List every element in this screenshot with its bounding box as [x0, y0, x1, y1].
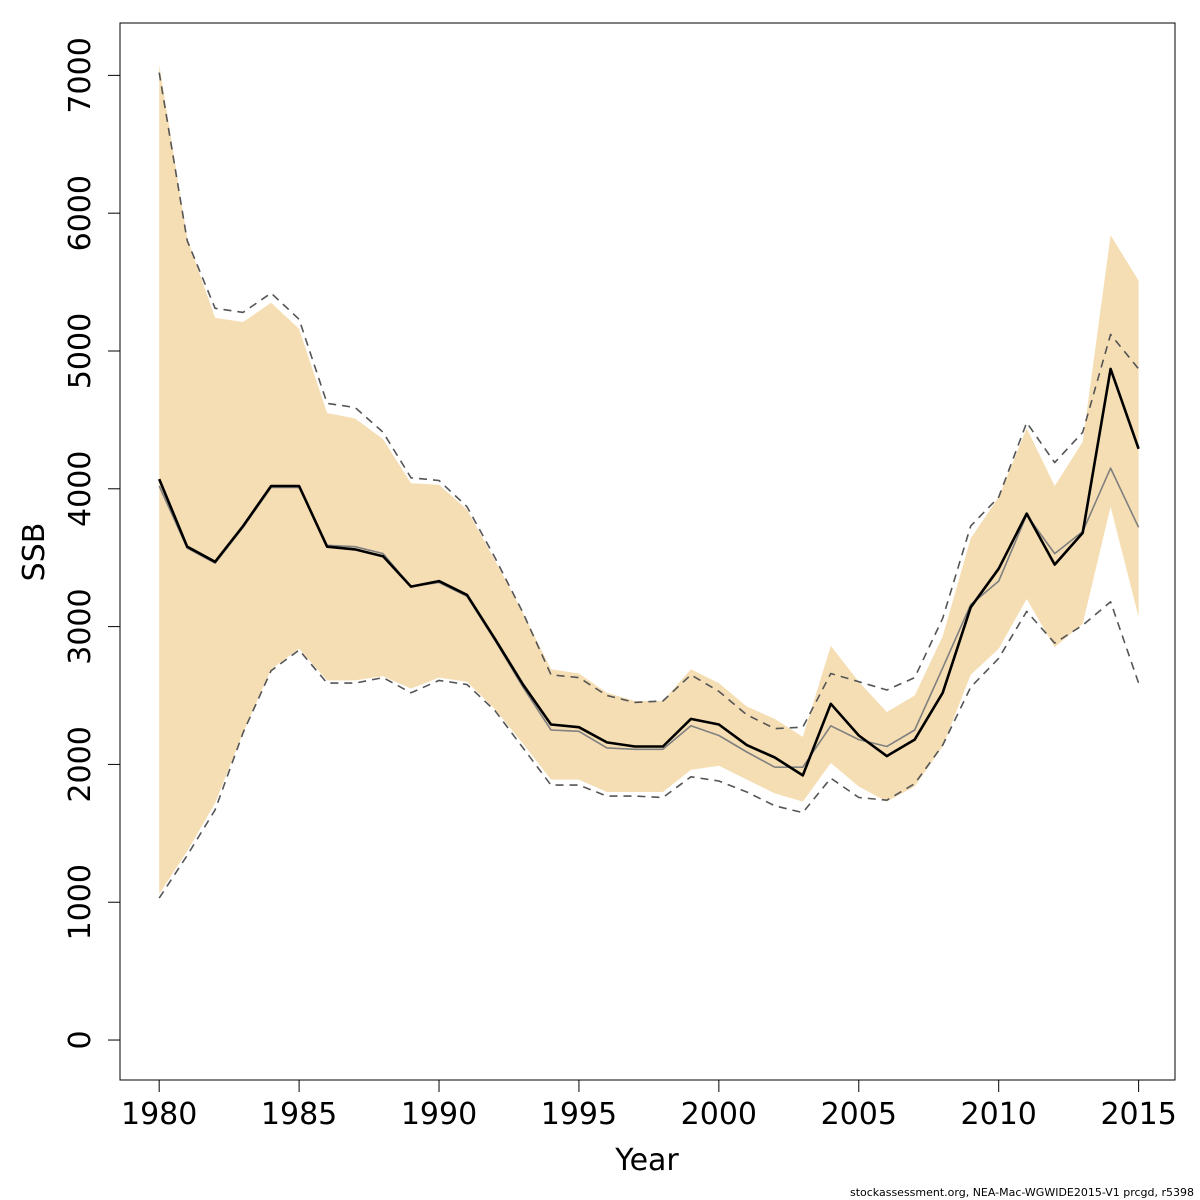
x-axis-title: Year [614, 1143, 679, 1178]
y-tick-label: 3000 [63, 588, 98, 664]
x-tick-label: 1980 [121, 1097, 197, 1132]
confidence-band [159, 64, 1139, 895]
x-tick-label: 1985 [261, 1097, 337, 1132]
x-tick-label: 1995 [541, 1097, 617, 1132]
x-axis: 1980 1985 1990 1995 2000 2005 2010 2015 [121, 1079, 1177, 1132]
y-tick-label: 0 [63, 1030, 98, 1049]
y-axis: 0 1000 2000 3000 4000 5000 6000 7000 [63, 37, 121, 1050]
y-tick-label: 4000 [63, 451, 98, 527]
y-axis-title: SSB [17, 523, 52, 582]
series-line-dashed-3 [158, 600, 1140, 899]
x-tick-label: 2005 [821, 1097, 897, 1132]
series-lines-layer [157, 72, 1140, 899]
y-tick-label: 2000 [63, 726, 98, 802]
series-line-main [157, 367, 1140, 777]
y-tick-label: 5000 [63, 313, 98, 389]
x-tick-label: 2010 [961, 1097, 1037, 1132]
y-tick-label: 7000 [63, 37, 98, 113]
x-tick-label: 2015 [1100, 1097, 1176, 1132]
x-tick-label: 1990 [401, 1097, 477, 1132]
y-tick-label: 6000 [63, 175, 98, 251]
y-tick-label: 1000 [63, 864, 98, 940]
footer-credit: stockassessment.org, NEA-Mac-WGWIDE2015-… [850, 1186, 1194, 1199]
confidence-band-layer [159, 64, 1139, 895]
series-line-dashed-2 [158, 72, 1140, 730]
x-tick-label: 2000 [681, 1097, 757, 1132]
